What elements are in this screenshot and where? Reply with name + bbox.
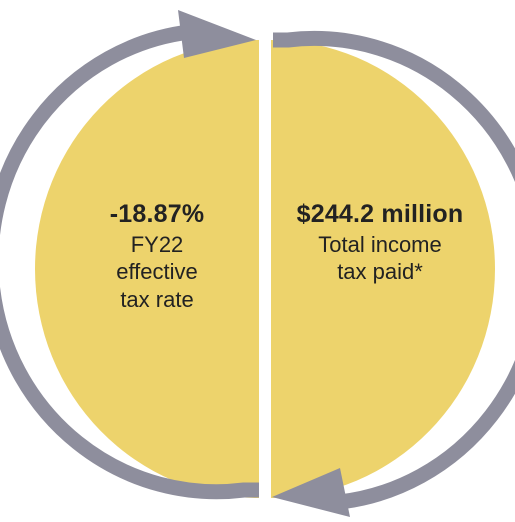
left-arc-arrow <box>0 24 259 500</box>
right-label-line: tax paid* <box>337 259 423 285</box>
left-label-line: effective <box>116 259 198 285</box>
left-label-line: tax rate <box>120 287 194 313</box>
left-label-line: FY22 <box>130 231 184 257</box>
right-label-line: Total income <box>318 231 442 257</box>
total-income-tax-value: $244.2 million <box>296 200 464 228</box>
right-arc-arrow <box>273 30 515 510</box>
right-arrowhead <box>272 468 350 517</box>
left-label: -18.87% FY22 effective tax rate <box>62 198 252 314</box>
effective-tax-rate-value: -18.87% <box>109 200 205 228</box>
left-arrowhead <box>178 10 256 58</box>
right-label: $244.2 million Total income tax paid* <box>264 198 496 286</box>
right-half-fill <box>271 40 495 498</box>
left-half-fill <box>35 40 259 498</box>
